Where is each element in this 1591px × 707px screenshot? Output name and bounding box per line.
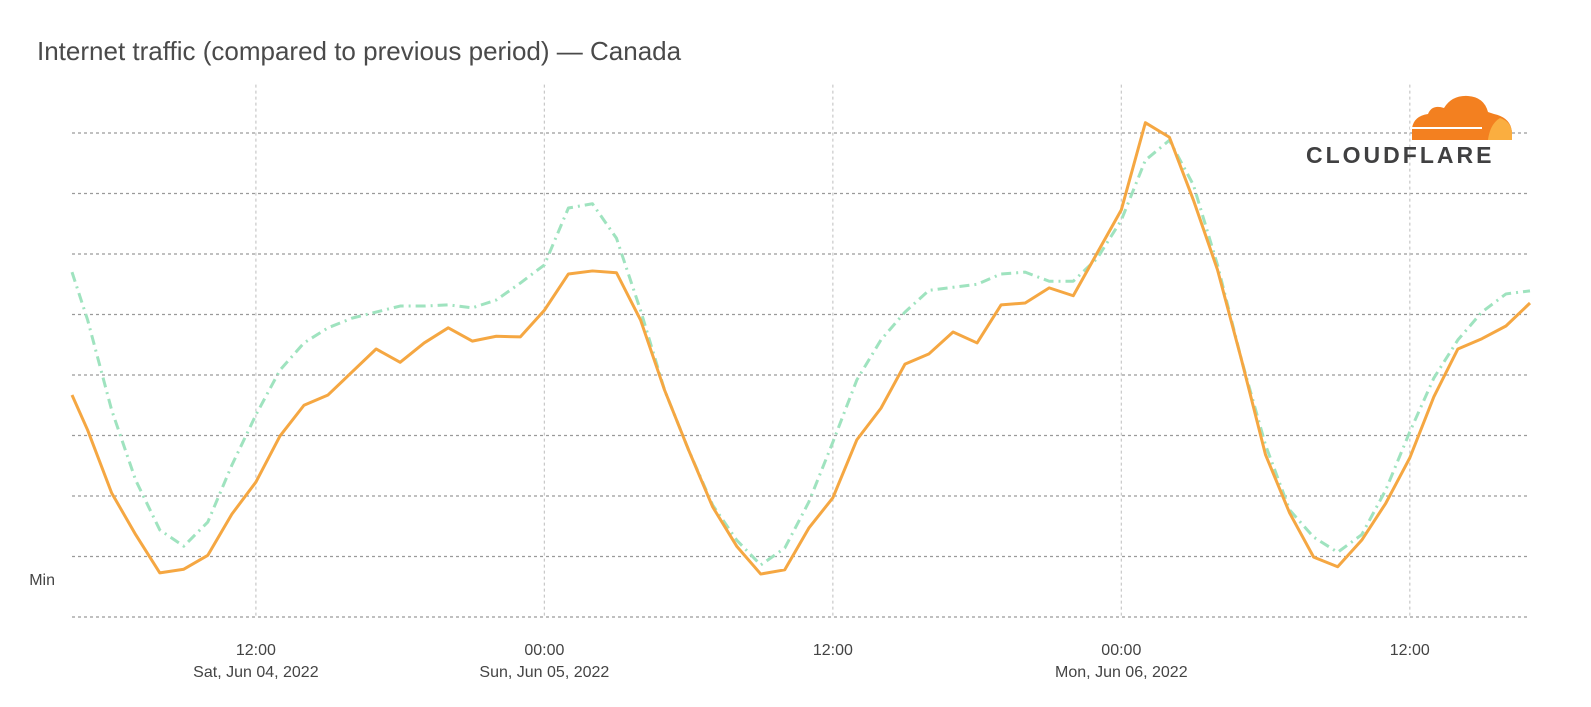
logo: CLOUDFLARE <box>1306 95 1512 168</box>
y-tick-label: Min <box>29 572 55 589</box>
x-tick-date: Sun, Jun 05, 2022 <box>479 664 609 681</box>
x-tick-label: 00:00 <box>1101 642 1141 659</box>
x-tick-label: 12:00 <box>1390 642 1430 659</box>
x-tick-label: 12:00 <box>236 642 276 659</box>
series-line <box>70 138 1531 567</box>
logo-text: CLOUDFLARE <box>1306 142 1494 168</box>
x-tick-date: Mon, Jun 06, 2022 <box>1055 664 1188 681</box>
logo-cloud-light <box>1488 118 1512 140</box>
chart-title: Internet traffic (compared to previous p… <box>37 36 682 66</box>
series-line <box>70 121 1532 576</box>
x-tick-label: 00:00 <box>524 642 564 659</box>
x-tick-label: 12:00 <box>813 642 853 659</box>
x-tick-date: Sat, Jun 04, 2022 <box>193 664 319 681</box>
